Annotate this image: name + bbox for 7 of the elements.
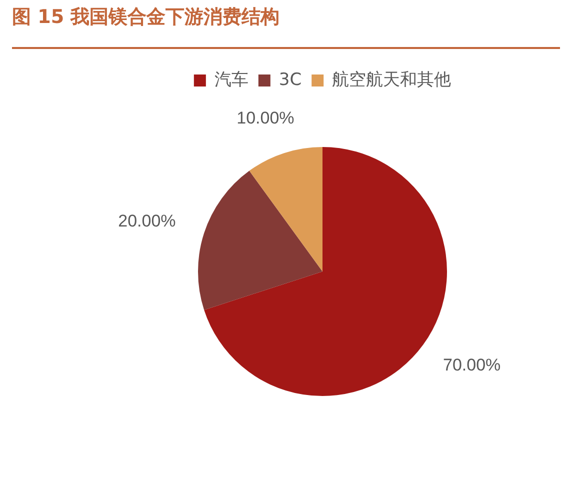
legend-label: 3C xyxy=(278,70,302,90)
data-label: 70.00% xyxy=(442,356,501,375)
legend-label: 航空航天和其他 xyxy=(332,70,452,90)
data-label: 10.00% xyxy=(236,108,294,128)
chart-title: 图 15 我国镁合金下游消费结构 xyxy=(12,5,280,30)
legend-label: 汽车 xyxy=(214,70,248,90)
data-label: 20.00% xyxy=(118,212,176,231)
